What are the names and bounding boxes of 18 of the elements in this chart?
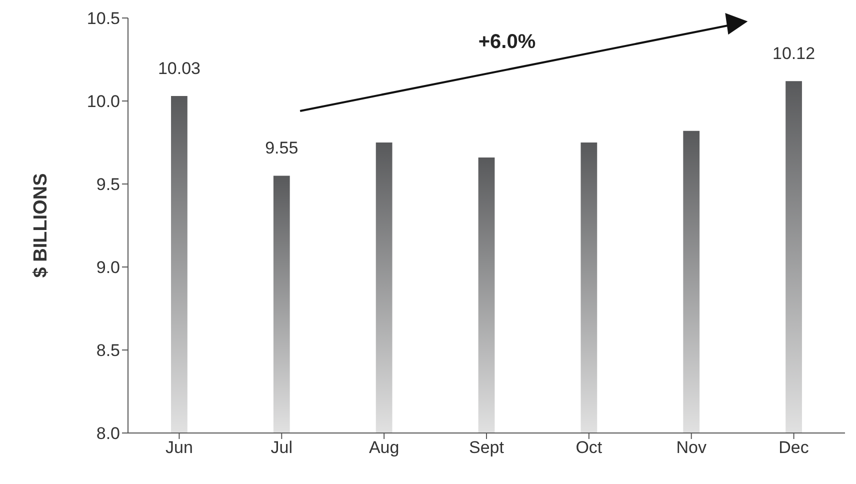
y-tick-label: 9.5 [96, 175, 120, 194]
x-tick-label: Aug [368, 438, 400, 458]
x-tick-label: Jun [166, 438, 193, 458]
data-label: 9.55 [265, 138, 298, 158]
x-tick-label: Sept [469, 438, 504, 458]
y-tick-label: 10.5 [86, 9, 120, 28]
data-label: 10.12 [772, 44, 816, 64]
annotation: +6.0% [478, 30, 536, 53]
x-tick-label: Nov [676, 438, 707, 458]
data-label: 10.03 [158, 59, 200, 78]
y-tick-label: 10.0 [86, 92, 120, 112]
x-tick-label: Jul [270, 438, 293, 458]
x-tick-label: Oct [576, 438, 602, 458]
y-tick-label: 8.5 [96, 341, 120, 360]
y-axis-title: $ BILLIONS [30, 173, 52, 278]
x-tick-label: Dec [778, 438, 810, 458]
y-tick-label: 9.0 [96, 258, 120, 278]
y-tick-label: 8.0 [96, 424, 120, 444]
